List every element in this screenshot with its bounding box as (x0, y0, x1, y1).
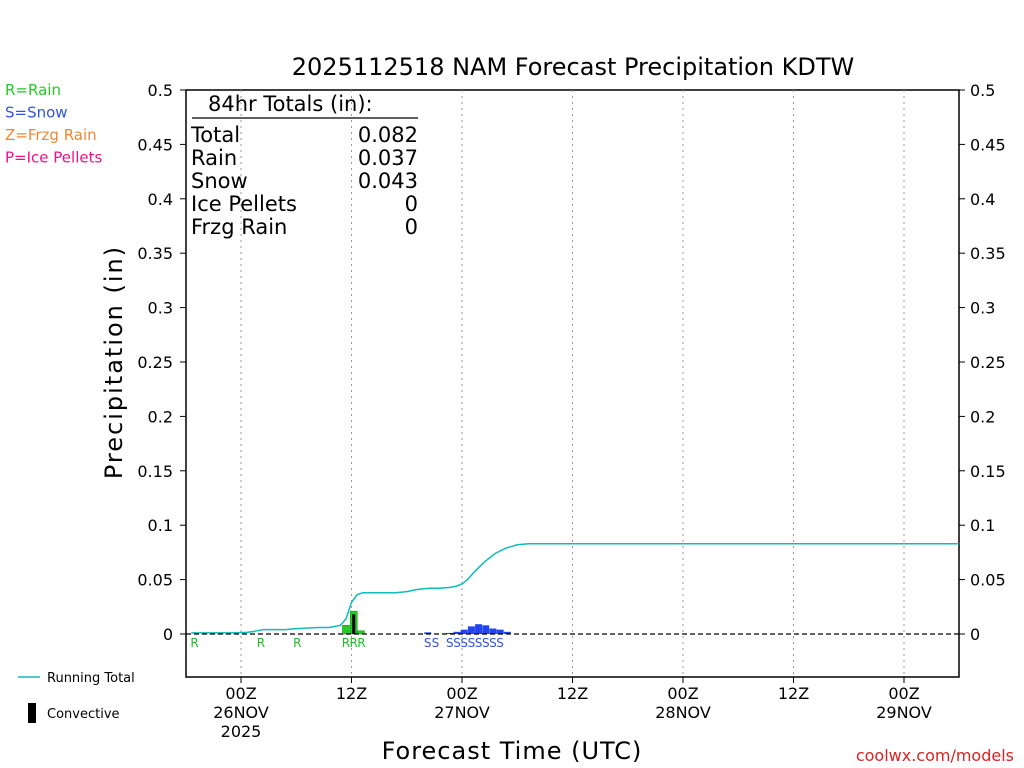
totals-rows: Total 0.082 Rain 0.037 Snow 0.043 Ice Pellets 0… (190, 123, 418, 239)
x-tick-label: 2025 (221, 722, 262, 741)
convective-legend-swatch (28, 703, 36, 723)
x-tick-label: 27NOV (434, 703, 490, 722)
chart-title: 2025112518 NAM Forecast Precipitation KD… (292, 53, 854, 81)
ptype-marker-rain: R (190, 636, 198, 650)
grid-lines (240, 90, 905, 677)
x-tick-label: 26NOV (213, 703, 269, 722)
y-tick-label-left: 0.4 (148, 190, 173, 209)
precip-bars (342, 610, 511, 635)
x-tick-label: 12Z (778, 684, 809, 703)
ptype-marker-rain: R (293, 636, 301, 650)
y-axis-label: Precipitation (in) (100, 245, 128, 479)
ptype-marker-snow: S (446, 636, 454, 650)
rain-bar (342, 625, 350, 635)
totals-row-label: Rain (191, 146, 237, 170)
y-tick-label-right: 0.1 (970, 516, 995, 535)
y-tick-label-right: 0.25 (970, 353, 1006, 372)
ptype-marker-snow: S (424, 636, 432, 650)
y-tick-label-right: 0.45 (970, 135, 1006, 154)
totals-row-label: Ice Pellets (191, 192, 297, 216)
snow-bar (496, 629, 504, 634)
snow-bar (482, 625, 490, 634)
ptype-marker-rain: R (257, 636, 265, 650)
totals-row-label: Frzg Rain (191, 215, 287, 239)
y-tick-label-left: 0 (163, 625, 173, 644)
x-tick-label: 12Z (336, 684, 367, 703)
y-tick-label-left: 0.3 (148, 299, 173, 318)
ptype-marker-snow: S (468, 636, 476, 650)
totals-row-value: 0 (405, 215, 418, 239)
totals-heading: 84hr Totals (in): (208, 92, 373, 116)
running-total-line-group (191, 542, 959, 634)
rain-bar (357, 630, 365, 635)
ptype-marker-rain: R (357, 636, 365, 650)
y-tick-label-left: 0.1 (148, 516, 173, 535)
running-total-legend-label: Running Total (47, 671, 135, 686)
series-legend: Running Total Convective (18, 671, 135, 723)
y-tick-label-right: 0.4 (970, 190, 995, 209)
x-tick-label: 29NOV (876, 703, 932, 722)
ptype-marker-snow: S (496, 636, 504, 650)
snow-bar (475, 624, 483, 634)
snow-bar (467, 626, 475, 634)
ptype-legend: R=Rain S=Snow Z=Frzg Rain P=Ice Pellets (5, 81, 102, 167)
snow-bar (424, 632, 432, 634)
y-tick-label-right: 0 (970, 625, 980, 644)
snow-bar (460, 629, 468, 634)
totals-box: 84hr Totals (in): Total 0.082 Rain 0.037 Sno… (190, 92, 418, 239)
y-tick-label-right: 0.5 (970, 81, 995, 100)
totals-row-value: 0.043 (358, 169, 418, 193)
ptype-marker-snow: S (482, 636, 490, 650)
y-tick-label-left: 0.25 (137, 353, 173, 372)
totals-row-value: 0.037 (358, 146, 418, 170)
ptype-legend-item: Z=Frzg Rain (5, 126, 97, 144)
x-tick-label: 00Z (888, 684, 919, 703)
y-tick-label-right: 0.15 (970, 462, 1006, 481)
y-tick-label-right: 0.05 (970, 571, 1006, 590)
ptype-marker-snow: S (489, 636, 497, 650)
y-tick-label-left: 0.15 (137, 462, 173, 481)
ptype-marker-snow: S (460, 636, 468, 650)
ptype-legend-item: S=Snow (5, 104, 68, 122)
y-tick-label-left: 0.45 (137, 135, 173, 154)
ptype-marker-snow: S (475, 636, 483, 650)
x-axis-label: Forecast Time (UTC) (382, 737, 643, 765)
totals-row-label: Snow (191, 169, 248, 193)
running-total-line (191, 542, 959, 634)
snow-bar (453, 631, 461, 634)
y-tick-label-right: 0.3 (970, 299, 995, 318)
convective-bar (352, 614, 356, 634)
x-tick-label: 00Z (446, 684, 477, 703)
y-tick-label-left: 0.05 (137, 571, 173, 590)
y-tick-label-left: 0.35 (137, 244, 173, 263)
ptype-marker-snow: S (453, 636, 461, 650)
x-tick-label: 00Z (667, 684, 698, 703)
y-tick-label-left: 0.5 (148, 81, 173, 100)
convective-legend-label: Convective (47, 707, 120, 722)
x-tick-label: 12Z (557, 684, 588, 703)
credit-text: coolwx.com/models (856, 746, 1014, 765)
totals-row-value: 0 (405, 192, 418, 216)
snow-bar (446, 632, 454, 634)
ptype-marker-rain: R (342, 636, 350, 650)
y-axis-ticks: 0 00.05 0.050.1 0.10.15 0.150.2 0.20.25 0.250.… (137, 81, 1005, 644)
totals-row-value: 0.082 (358, 123, 418, 147)
ptype-marker-rain: R (350, 636, 358, 650)
x-tick-label: 00Z (225, 684, 256, 703)
totals-row-label: Total (190, 123, 240, 147)
x-tick-label: 28NOV (655, 703, 711, 722)
snow-bar (503, 631, 511, 634)
y-tick-label-right: 0.35 (970, 244, 1006, 263)
ptype-legend-item: R=Rain (5, 81, 61, 99)
y-tick-label-right: 0.2 (970, 407, 995, 426)
ptype-marker-snow: S (432, 636, 440, 650)
ptype-legend-item: P=Ice Pellets (5, 149, 102, 167)
snow-bar (489, 628, 497, 634)
y-tick-label-left: 0.2 (148, 407, 173, 426)
